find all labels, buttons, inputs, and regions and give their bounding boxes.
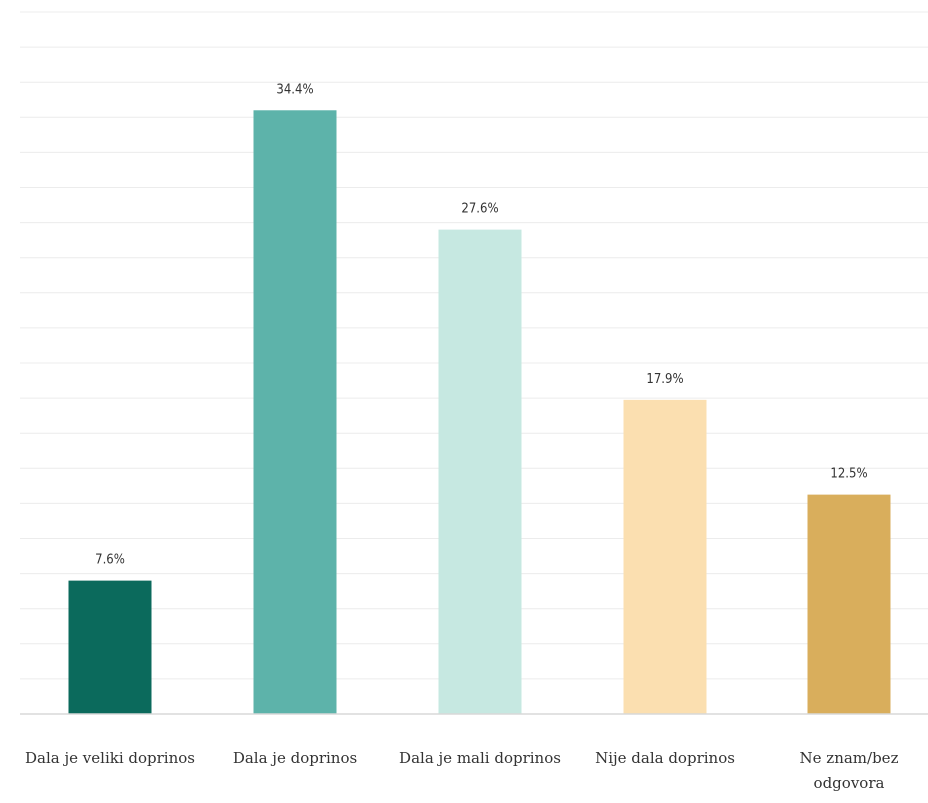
data-label: 34.4%: [276, 82, 313, 97]
bar: [253, 110, 337, 714]
bars: [68, 110, 891, 714]
data-label: 12.5%: [830, 467, 867, 482]
bar: [438, 229, 522, 714]
category-label: Dala je doprinos: [233, 749, 357, 767]
category-label: Dala je mali doprinos: [399, 749, 561, 767]
data-label: 7.6%: [95, 553, 125, 568]
category-labels: Dala je veliki doprinos Dala je doprinos D…: [25, 749, 899, 792]
data-label: 17.9%: [646, 372, 683, 387]
category-label: Dala je veliki doprinos: [25, 749, 195, 767]
category-label: Nije dala doprinos: [595, 749, 735, 767]
category-label: odgovora: [814, 774, 885, 792]
bar: [68, 580, 152, 714]
bar: [623, 399, 707, 714]
data-label: 27.6%: [461, 202, 498, 217]
bar: [807, 494, 891, 714]
value-labels: 7.6% 34.4% 27.6% 17.9% 12.5%: [95, 82, 867, 567]
category-label: Ne znam/bez: [800, 749, 899, 767]
